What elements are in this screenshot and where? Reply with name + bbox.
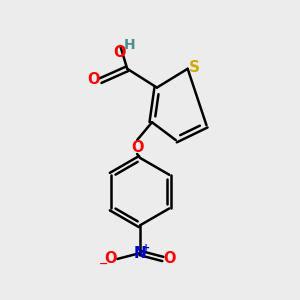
Text: O: O xyxy=(104,251,117,266)
Text: H: H xyxy=(123,38,135,52)
Text: O: O xyxy=(164,251,176,266)
Text: O: O xyxy=(87,72,100,87)
Text: +: + xyxy=(142,243,150,253)
Text: N: N xyxy=(134,245,146,260)
Text: O: O xyxy=(131,140,143,154)
Text: S: S xyxy=(189,60,200,75)
Text: −: − xyxy=(99,259,108,269)
Text: O: O xyxy=(113,45,125,60)
